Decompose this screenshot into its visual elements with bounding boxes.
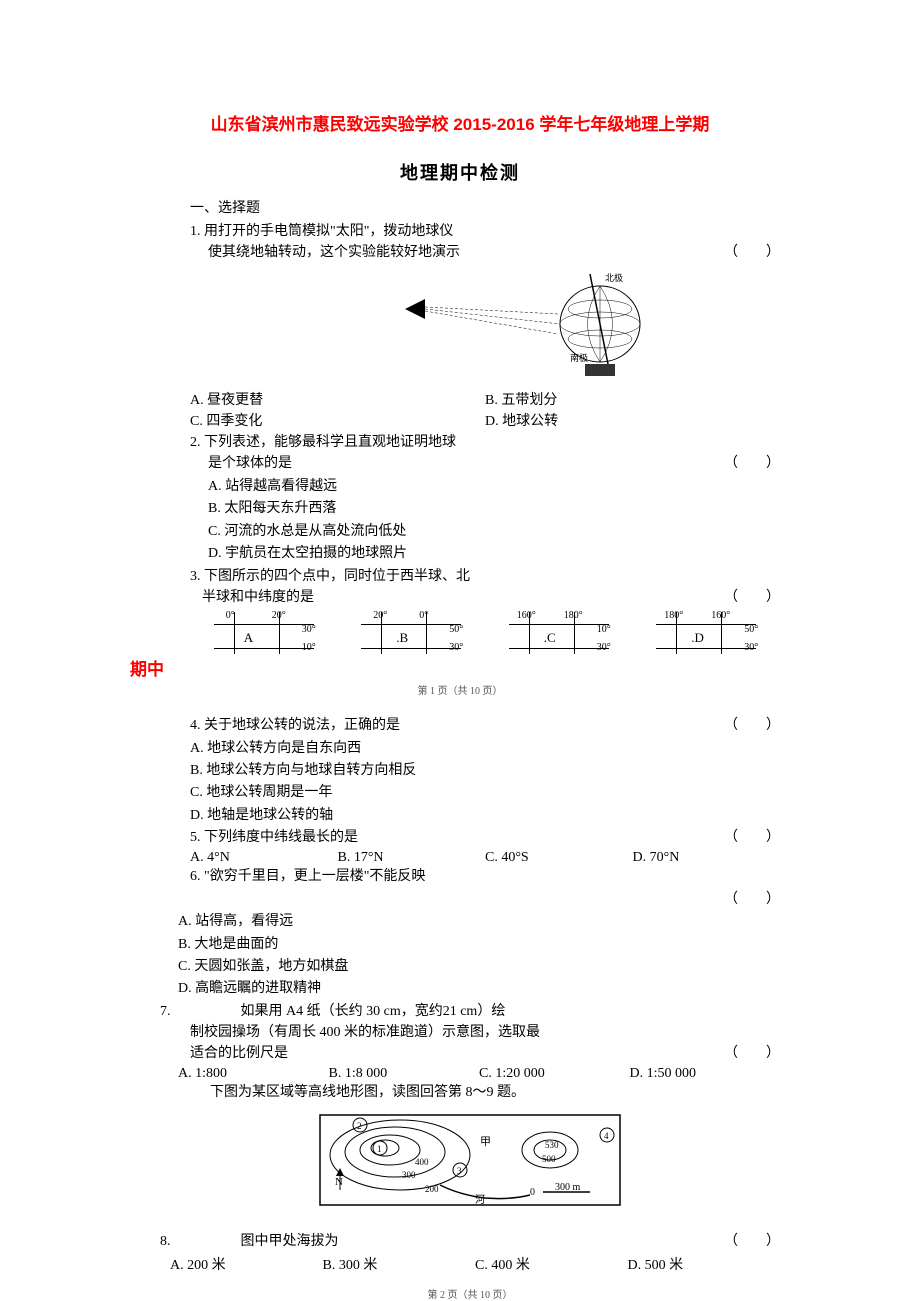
q7-optA: A. 1:800 [178, 1066, 329, 1082]
globe-diagram: 北极 南极 [280, 269, 780, 384]
q2-optD: D. 宇航员在太空拍摄的地球照片 [190, 543, 780, 565]
q4-optC: C. 地球公转周期是一年 [160, 782, 780, 804]
q2-optB: B. 太阳每天东升西落 [190, 498, 780, 520]
contour-diagram: 530 500 400 300 200 甲 河 N 0 300 m 1 2 3 … [160, 1110, 780, 1225]
question-3: 3. 下图所示的四个点中，同时位于西半球、北 半球和中纬度的是 （ ） [190, 566, 780, 608]
q2-text1: 2. 下列表述，能够最科学且直观地证明地球 [190, 432, 780, 453]
question-6: 6. "欲穷千里目，更上一层楼"不能反映 [160, 866, 780, 887]
q7-text3: 适合的比例尺是 （ ） [160, 1043, 780, 1064]
answer-paren: （ ） [724, 1043, 780, 1064]
svg-text:2: 2 [357, 1121, 362, 1131]
q7-text2: 制校园操场（有周长 400 米的标准跑道）示意图，选取最 [160, 1022, 780, 1043]
svg-text:N: N [335, 1176, 343, 1188]
page-number-2: 第 2 页（共 10 页） [160, 1286, 780, 1301]
q7-optC: C. 1:20 000 [479, 1066, 630, 1082]
q4-optA: A. 地球公转方向是自东向西 [160, 738, 780, 760]
question-7: 7. 如果用 A4 纸（长约 30 cm，宽约21 cm）绘 制校园操场（有周长… [160, 1001, 780, 1064]
question-1: 1. 用打开的手电筒模拟"太阳"，拨动地球仪 使其绕地轴转动，这个实验能较好地演… [190, 221, 780, 263]
q5-optB: B. 17°N [338, 850, 486, 866]
quad-A: 0° 20° 30° 10° A [214, 612, 314, 654]
q2-text2: 是个球体的是 （ ） [190, 453, 780, 474]
svg-text:530: 530 [545, 1140, 559, 1150]
q7-note: 下图为某区域等高线地形图，读图回答第 8～9 题。 [160, 1082, 780, 1104]
svg-text:0: 0 [530, 1187, 535, 1198]
q1-optA: A. 昼夜更替 [190, 390, 485, 411]
svg-text:4: 4 [604, 1131, 609, 1141]
q1-optB: B. 五带划分 [485, 390, 780, 411]
content-page2: 4. 关于地球公转的说法，正确的是 （ ） A. 地球公转方向是自东向西 B. … [160, 715, 780, 1301]
q6-optC: C. 天圆如张盖，地方如棋盘 [160, 956, 780, 978]
q1-text1: 1. 用打开的手电筒模拟"太阳"，拨动地球仪 [190, 221, 780, 242]
quadrant-diagram: 0° 20° 30° 10° A 20° 0° 50° 30° .B 160° … [190, 612, 780, 654]
q4-optB: B. 地球公转方向与地球自转方向相反 [160, 760, 780, 782]
q5-optA: A. 4°N [190, 850, 338, 866]
q8-optA: A. 200 米 [170, 1254, 323, 1274]
q2-optC: C. 河流的水总是从高处流向低处 [190, 521, 780, 543]
q7-text1: 7. 如果用 A4 纸（长约 30 cm，宽约21 cm）绘 [160, 1001, 780, 1022]
q3-text2: 半球和中纬度的是 （ ） [190, 587, 780, 608]
svg-text:300 m: 300 m [555, 1182, 581, 1193]
answer-paren: （ ） [724, 242, 780, 263]
midterm-label: 期中 [130, 655, 164, 680]
svg-text:200: 200 [425, 1184, 439, 1194]
q1-text2: 使其绕地轴转动，这个实验能较好地演示 （ ） [190, 242, 780, 263]
answer-paren: （ ） [724, 827, 780, 848]
svg-text:河: 河 [475, 1194, 485, 1206]
q1-optD: D. 地球公转 [485, 411, 780, 432]
q8-optB: B. 300 米 [323, 1254, 476, 1274]
q5-options: A. 4°N B. 17°N C. 40°S D. 70°N [160, 850, 780, 866]
document-subtitle: 地理期中检测 [130, 159, 790, 185]
q8-optD: D. 500 米 [628, 1254, 781, 1274]
answer-paren: （ ） [724, 715, 780, 736]
quad-C: 160° 180° 10° 30° .C [509, 612, 609, 654]
north-label: 北极 [605, 272, 623, 283]
quad-B: 20° 0° 50° 30° .B [361, 612, 461, 654]
answer-paren: （ ） [724, 1231, 780, 1252]
question-2: 2. 下列表述，能够最科学且直观地证明地球 是个球体的是 （ ） [190, 432, 780, 474]
question-4: 4. 关于地球公转的说法，正确的是 （ ） [160, 715, 780, 736]
svg-text:3: 3 [457, 1166, 462, 1176]
section-heading: 一、选择题 [190, 197, 780, 217]
q5-optD: D. 70°N [633, 850, 781, 866]
q1-options: A. 昼夜更替 B. 五带划分 C. 四季变化 D. 地球公转 [190, 390, 780, 432]
page-number-1: 第 1 页（共 10 页） [130, 682, 790, 697]
content-page1: 一、选择题 1. 用打开的手电筒模拟"太阳"，拨动地球仪 使其绕地轴转动，这个实… [190, 197, 780, 654]
q6-paren-line: （ ） [160, 889, 780, 909]
q1-optC: C. 四季变化 [190, 411, 485, 432]
q6-optB: B. 大地是曲面的 [160, 934, 780, 956]
q3-text1: 3. 下图所示的四个点中，同时位于西半球、北 [190, 566, 780, 587]
answer-paren: （ ） [724, 587, 780, 608]
svg-text:300: 300 [402, 1170, 416, 1180]
q8-optC: C. 400 米 [475, 1254, 628, 1274]
q7-optD: D. 1:50 000 [630, 1066, 781, 1082]
q7-options: A. 1:800 B. 1:8 000 C. 1:20 000 D. 1:50 … [160, 1066, 780, 1082]
question-8: 8. 图中甲处海拔为 （ ） [160, 1231, 780, 1252]
q4-optD: D. 地轴是地球公转的轴 [160, 805, 780, 827]
q2-optA: A. 站得越高看得越远 [190, 476, 780, 498]
answer-paren: （ ） [724, 889, 780, 910]
svg-text:400: 400 [415, 1157, 429, 1167]
quad-D: 180° 160° 50° 30° .D [656, 612, 756, 654]
south-label: 南极 [570, 352, 588, 363]
document-title: 山东省滨州市惠民致远实验学校 2015-2016 学年七年级地理上学期 [130, 110, 790, 135]
svg-text:1: 1 [377, 1144, 382, 1154]
q6-optA: A. 站得高，看得远 [160, 911, 780, 933]
q8-options: A. 200 米 B. 300 米 C. 400 米 D. 500 米 [160, 1254, 780, 1274]
question-5: 5. 下列纬度中纬线最长的是 （ ） [160, 827, 780, 848]
q5-optC: C. 40°S [485, 850, 633, 866]
svg-text:500: 500 [542, 1154, 556, 1164]
svg-text:甲: 甲 [480, 1136, 491, 1148]
q6-optD: D. 高瞻远瞩的进取精神 [160, 978, 780, 1000]
answer-paren: （ ） [724, 453, 780, 474]
q7-optB: B. 1:8 000 [329, 1066, 480, 1082]
